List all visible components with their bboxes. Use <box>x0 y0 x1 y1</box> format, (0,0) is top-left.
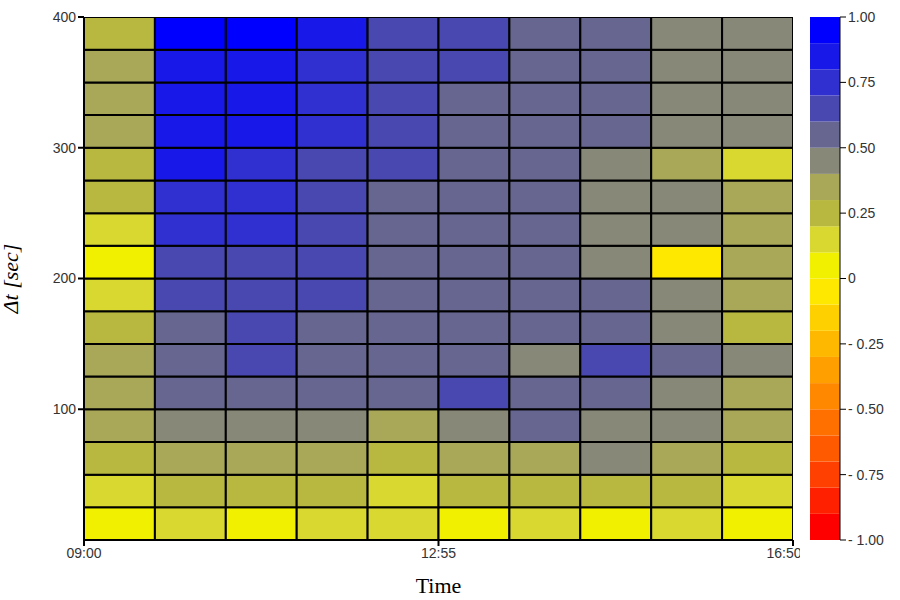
svg-text:0: 0 <box>848 270 856 286</box>
svg-text:1.00: 1.00 <box>848 9 875 25</box>
svg-text:09:00: 09:00 <box>66 545 101 561</box>
svg-text:100: 100 <box>53 401 77 417</box>
svg-text:300: 300 <box>53 140 77 156</box>
svg-text:400: 400 <box>53 9 77 25</box>
svg-text:0.50: 0.50 <box>848 140 875 156</box>
svg-text:0.75: 0.75 <box>848 74 875 90</box>
svg-text:- 0.50: - 0.50 <box>848 401 884 417</box>
svg-text:- 0.25: - 0.25 <box>848 336 884 352</box>
svg-text:200: 200 <box>53 270 77 286</box>
svg-text:16:50: 16:50 <box>767 545 800 561</box>
svg-text:12:55: 12:55 <box>421 545 456 561</box>
svg-text:- 0.75: - 0.75 <box>848 467 884 483</box>
svg-text:0.25: 0.25 <box>848 205 875 221</box>
svg-text:Δt [sec]: Δt [sec] <box>8 244 23 315</box>
svg-text:- 1.00: - 1.00 <box>848 532 884 548</box>
svg-text:Time: Time <box>416 573 462 598</box>
